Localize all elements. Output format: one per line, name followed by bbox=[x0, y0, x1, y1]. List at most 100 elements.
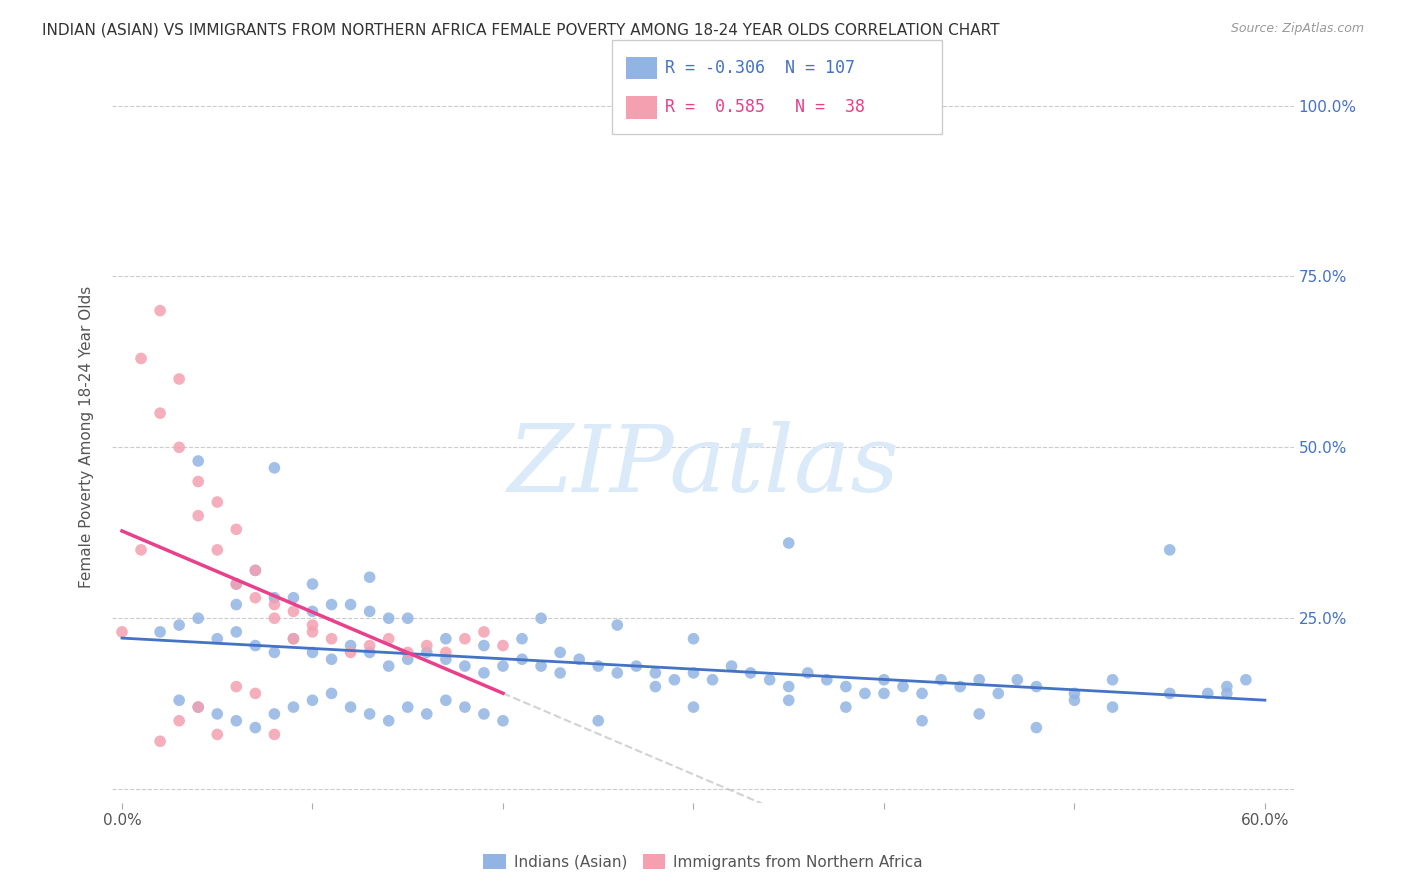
Point bbox=[454, 632, 477, 646]
Point bbox=[187, 700, 209, 714]
Point bbox=[548, 645, 571, 659]
Point bbox=[283, 591, 305, 605]
Point bbox=[359, 706, 381, 721]
Point bbox=[377, 659, 399, 673]
Point bbox=[416, 706, 439, 721]
Point bbox=[396, 700, 419, 714]
Point bbox=[682, 665, 704, 680]
Point bbox=[149, 734, 172, 748]
Point bbox=[416, 645, 439, 659]
Point bbox=[626, 659, 648, 673]
Point bbox=[644, 665, 666, 680]
Point bbox=[492, 714, 515, 728]
Point bbox=[1025, 721, 1047, 735]
Point bbox=[853, 686, 876, 700]
Point bbox=[472, 665, 495, 680]
Point bbox=[187, 611, 209, 625]
Point bbox=[207, 727, 229, 741]
Point bbox=[245, 639, 267, 653]
Point bbox=[1025, 680, 1047, 694]
Point bbox=[815, 673, 838, 687]
Point bbox=[245, 721, 267, 735]
Point bbox=[606, 618, 628, 632]
Point bbox=[167, 693, 190, 707]
Point bbox=[530, 659, 553, 673]
Point bbox=[129, 542, 152, 557]
Point bbox=[301, 645, 323, 659]
Point bbox=[797, 665, 820, 680]
Point bbox=[359, 645, 381, 659]
Point bbox=[187, 508, 209, 523]
Point bbox=[263, 645, 285, 659]
Point bbox=[1101, 700, 1123, 714]
Point bbox=[472, 706, 495, 721]
Point bbox=[1063, 693, 1085, 707]
Text: R = -0.306  N = 107: R = -0.306 N = 107 bbox=[665, 59, 855, 77]
Point bbox=[987, 686, 1010, 700]
Point bbox=[434, 652, 457, 666]
Point bbox=[263, 727, 285, 741]
Point bbox=[245, 591, 267, 605]
Point bbox=[1234, 673, 1257, 687]
Point bbox=[472, 624, 495, 639]
Point bbox=[1159, 686, 1181, 700]
Point bbox=[263, 460, 285, 475]
Point bbox=[568, 652, 591, 666]
Point bbox=[911, 714, 934, 728]
Point bbox=[167, 372, 190, 386]
Point bbox=[510, 652, 533, 666]
Point bbox=[225, 598, 247, 612]
Point bbox=[225, 577, 247, 591]
Point bbox=[1197, 686, 1219, 700]
Point bbox=[167, 714, 190, 728]
Point bbox=[682, 632, 704, 646]
Text: Source: ZipAtlas.com: Source: ZipAtlas.com bbox=[1230, 22, 1364, 36]
Point bbox=[949, 680, 972, 694]
Point bbox=[586, 714, 609, 728]
Point bbox=[702, 673, 724, 687]
Point bbox=[929, 673, 952, 687]
Point bbox=[377, 611, 399, 625]
Point bbox=[321, 686, 343, 700]
Y-axis label: Female Poverty Among 18-24 Year Olds: Female Poverty Among 18-24 Year Olds bbox=[79, 286, 94, 588]
Point bbox=[778, 680, 800, 694]
Text: R =  0.585   N =  38: R = 0.585 N = 38 bbox=[665, 98, 865, 116]
Point bbox=[606, 665, 628, 680]
Point bbox=[207, 632, 229, 646]
Point bbox=[758, 673, 780, 687]
Point bbox=[434, 693, 457, 707]
Point bbox=[682, 700, 704, 714]
Point bbox=[111, 624, 134, 639]
Point bbox=[187, 700, 209, 714]
Point bbox=[321, 598, 343, 612]
Point bbox=[492, 659, 515, 673]
Point bbox=[492, 639, 515, 653]
Point bbox=[1101, 673, 1123, 687]
Point bbox=[283, 604, 305, 618]
Point bbox=[321, 632, 343, 646]
Point bbox=[245, 563, 267, 577]
Point bbox=[967, 706, 990, 721]
Point bbox=[967, 673, 990, 687]
Point bbox=[359, 570, 381, 584]
Point bbox=[245, 686, 267, 700]
Point bbox=[586, 659, 609, 673]
Point bbox=[167, 618, 190, 632]
Point bbox=[472, 639, 495, 653]
Point bbox=[339, 598, 361, 612]
Point bbox=[1216, 680, 1239, 694]
Point bbox=[301, 618, 323, 632]
Point bbox=[396, 611, 419, 625]
Point bbox=[740, 665, 762, 680]
Point bbox=[339, 700, 361, 714]
Point bbox=[778, 693, 800, 707]
Point bbox=[416, 639, 439, 653]
Point bbox=[873, 673, 896, 687]
Point bbox=[359, 604, 381, 618]
Point bbox=[263, 598, 285, 612]
Point bbox=[301, 624, 323, 639]
Point bbox=[263, 706, 285, 721]
Point bbox=[339, 639, 361, 653]
Point bbox=[225, 714, 247, 728]
Point bbox=[873, 686, 896, 700]
